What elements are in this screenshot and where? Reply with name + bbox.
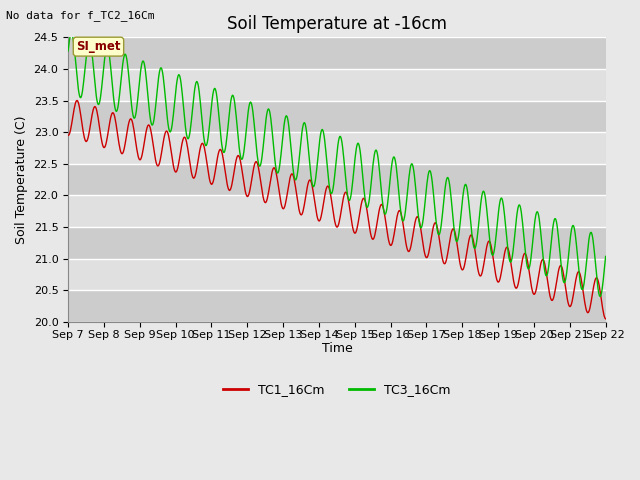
Bar (68, 195, 605, 227)
Bar (68, 259, 605, 290)
Legend: TC1_16Cm, TC3_16Cm: TC1_16Cm, TC3_16Cm (218, 378, 456, 401)
Text: No data for f_TC2_16Cm: No data for f_TC2_16Cm (6, 10, 155, 21)
Bar (68, 101, 605, 132)
Text: SI_met: SI_met (76, 40, 121, 53)
Bar (68, 290, 605, 322)
X-axis label: Time: Time (321, 342, 352, 355)
Y-axis label: Soil Temperature (C): Soil Temperature (C) (15, 115, 28, 244)
Bar (68, 227, 605, 259)
Bar (68, 69, 605, 101)
Bar (68, 132, 605, 164)
Title: Soil Temperature at -16cm: Soil Temperature at -16cm (227, 15, 447, 33)
Bar (68, 37, 605, 69)
Bar (68, 164, 605, 195)
